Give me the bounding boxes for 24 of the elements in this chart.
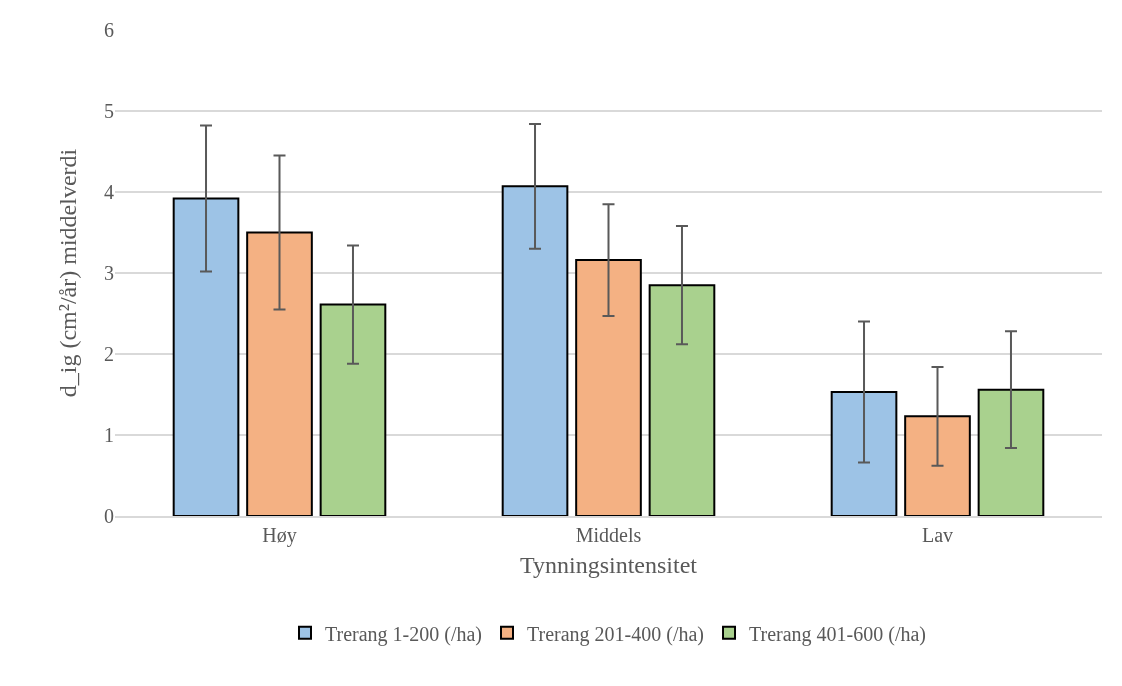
y-axis-title: d_ig (cm²/år) middelverdi <box>55 148 82 398</box>
x-tick-label: Middels <box>575 524 642 546</box>
legend-label: Trerang 1-200 (/ha) <box>325 622 483 646</box>
bar <box>977 388 1045 516</box>
legend-label: Trerang 401-600 (/ha) <box>749 622 927 646</box>
bar <box>648 284 716 516</box>
bar <box>319 303 387 516</box>
y-tick-label: 3 <box>104 262 114 284</box>
bar <box>172 197 240 516</box>
y-tick-label: 0 <box>104 505 114 527</box>
y-tick-label: 2 <box>104 343 114 365</box>
y-tick-label: 1 <box>104 424 114 446</box>
bar <box>830 391 898 516</box>
bar <box>904 415 971 516</box>
bar <box>501 185 569 516</box>
legend-label: Trerang 201-400 (/ha) <box>527 622 705 646</box>
bar <box>575 259 642 516</box>
x-axis-title: Tynningsintensitet <box>520 551 698 578</box>
y-tick-label: 6 <box>104 19 114 41</box>
y-tick-label: 4 <box>104 181 114 203</box>
x-tick-label: Lav <box>921 524 954 546</box>
x-tick-label: Høy <box>262 524 297 547</box>
y-tick-label: 5 <box>104 100 114 122</box>
bar <box>246 231 313 516</box>
